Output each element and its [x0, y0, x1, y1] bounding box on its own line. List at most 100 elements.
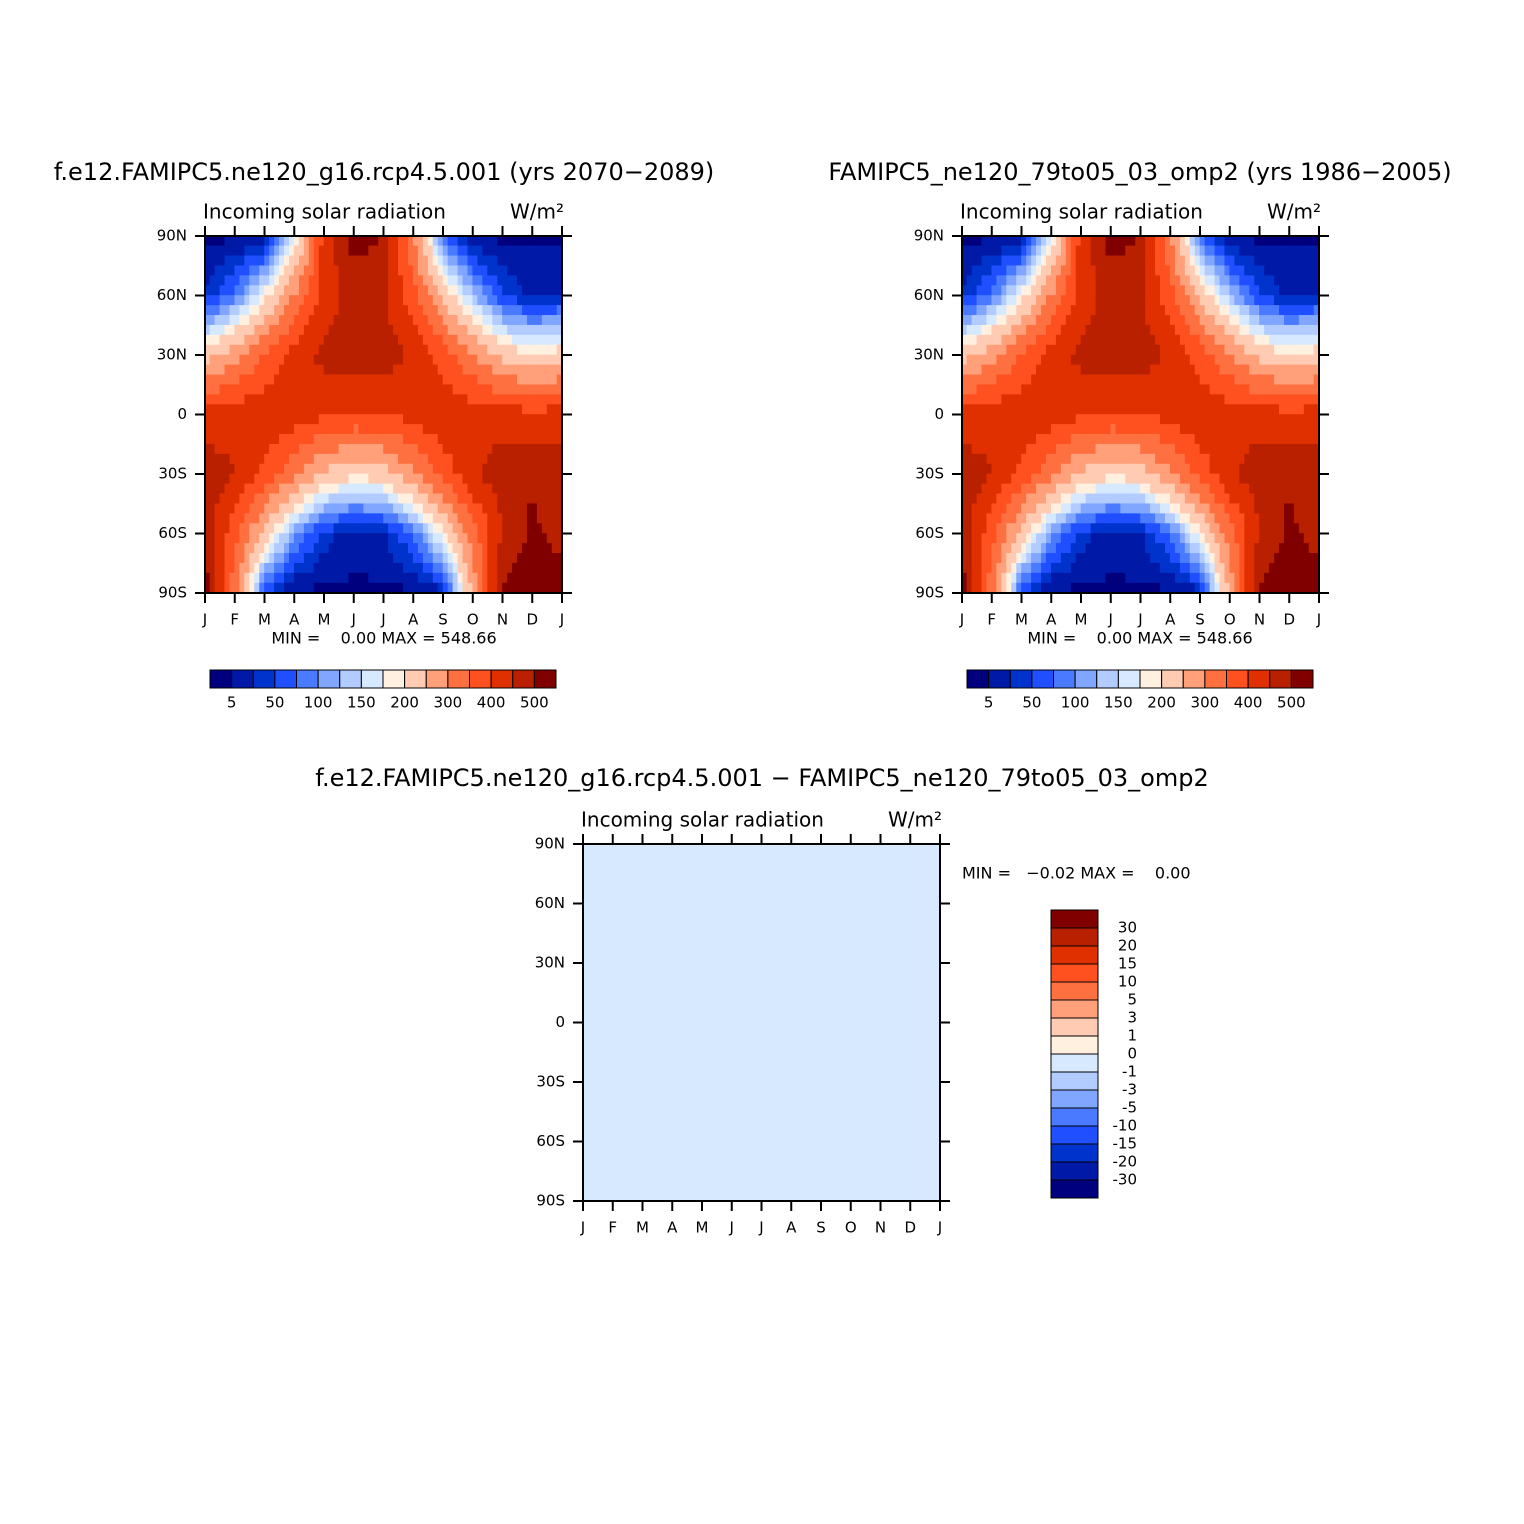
- contour-cell: [1244, 344, 1250, 356]
- contour-cell: [971, 275, 978, 286]
- contour-cell: [437, 265, 444, 276]
- contour-cell: [422, 463, 429, 475]
- contour-cell: [487, 572, 493, 584]
- contour-cell: [1135, 404, 1141, 415]
- contour-cell: [407, 503, 414, 514]
- contour-cell: [1135, 424, 1141, 435]
- contour-cell: [348, 553, 355, 564]
- contour-cell: [1209, 265, 1216, 276]
- contour-cell: [1125, 473, 1131, 485]
- contour-cell: [244, 562, 250, 574]
- contour-cell: [482, 572, 488, 584]
- contour-cell: [333, 255, 340, 267]
- contour-cell: [432, 344, 439, 356]
- contour-cell: [398, 513, 404, 524]
- contour-cell: [1055, 374, 1062, 386]
- contour-cell: [1264, 344, 1270, 356]
- contour-cell: [209, 295, 216, 306]
- contour-cell: [1110, 404, 1117, 415]
- x-tick-label: A: [289, 611, 300, 629]
- contour-cell: [363, 354, 369, 366]
- contour-cell: [1105, 523, 1112, 534]
- contour-cell: [1169, 305, 1176, 316]
- contour-cell: [407, 523, 414, 534]
- contour-cell: [507, 235, 513, 247]
- contour-cell: [1244, 364, 1250, 376]
- contour-cell: [502, 265, 508, 276]
- contour-cell: [1045, 275, 1052, 286]
- contour-cell: [1204, 265, 1211, 276]
- contour-cell: [437, 523, 444, 534]
- contour-cell: [393, 453, 399, 465]
- contour-cell: [462, 453, 469, 465]
- contour-cell: [378, 334, 384, 346]
- contour-cell: [536, 533, 543, 544]
- contour-cell: [1115, 394, 1121, 405]
- contour-cell: [303, 275, 310, 286]
- contour-cell: [279, 404, 285, 415]
- contour-cell: [373, 404, 379, 415]
- contour-cell: [1105, 305, 1112, 316]
- contour-cell: [368, 443, 374, 455]
- contour-cell: [1293, 235, 1300, 247]
- contour-cell: [358, 572, 364, 584]
- contour-cell: [239, 414, 245, 425]
- contour-cell: [531, 245, 538, 257]
- contour-cell: [1169, 414, 1176, 425]
- contour-cell: [1209, 414, 1216, 425]
- contour-cell: [1150, 285, 1156, 296]
- contour-cell: [1055, 275, 1062, 286]
- contour-cell: [531, 424, 538, 435]
- contour-cell: [1095, 315, 1102, 326]
- contour-cell: [274, 315, 280, 326]
- contour-cell: [522, 235, 528, 247]
- contour-cell: [1145, 305, 1151, 316]
- contour-cell: [1120, 295, 1126, 306]
- contour-cell: [457, 493, 464, 505]
- contour-cell: [1075, 463, 1082, 475]
- contour-cell: [531, 543, 538, 554]
- contour-cell: [1174, 523, 1181, 534]
- contour-cell: [546, 384, 553, 395]
- contour-cell: [507, 513, 513, 524]
- contour-cell: [1283, 513, 1290, 524]
- contour-cell: [422, 295, 429, 306]
- contour-cell: [412, 483, 419, 495]
- contour-cell: [1204, 483, 1211, 495]
- contour-cell: [1308, 374, 1315, 386]
- contour-cell: [318, 483, 325, 495]
- contour-cell: [497, 305, 503, 316]
- contour-cell: [1239, 523, 1245, 534]
- contour-cell: [1164, 424, 1171, 435]
- contour-cell: [1115, 473, 1121, 485]
- contour-cell: [1070, 404, 1077, 415]
- contour-cell: [1075, 443, 1082, 455]
- contour-cell: [239, 513, 245, 524]
- contour-cell: [512, 245, 518, 257]
- contour-cell: [1150, 265, 1156, 276]
- contour-cell: [1135, 374, 1141, 386]
- contour-cell: [1085, 533, 1092, 544]
- contour-cell: [1259, 305, 1265, 316]
- contour-cell: [209, 562, 216, 574]
- contour-cell: [1303, 235, 1310, 247]
- contour-cell: [1090, 493, 1097, 505]
- contour-cell: [1006, 285, 1012, 296]
- contour-cell: [1150, 523, 1156, 534]
- contour-cell: [991, 305, 998, 316]
- contour-cell: [303, 344, 310, 356]
- contour-cell: [1070, 344, 1077, 356]
- contour-cell: [1174, 315, 1181, 326]
- contour-cell: [288, 265, 295, 276]
- contour-cell: [368, 285, 374, 296]
- contour-cell: [502, 572, 508, 584]
- contour-cell: [318, 374, 325, 386]
- contour-cell: [966, 285, 973, 296]
- contour-cell: [1164, 384, 1171, 395]
- contour-cell: [512, 305, 518, 316]
- contour-cell: [472, 463, 479, 475]
- contour-cell: [512, 235, 518, 247]
- contour-cell: [1224, 503, 1231, 514]
- contour-cell: [1259, 424, 1265, 435]
- contour-cell: [1229, 275, 1236, 286]
